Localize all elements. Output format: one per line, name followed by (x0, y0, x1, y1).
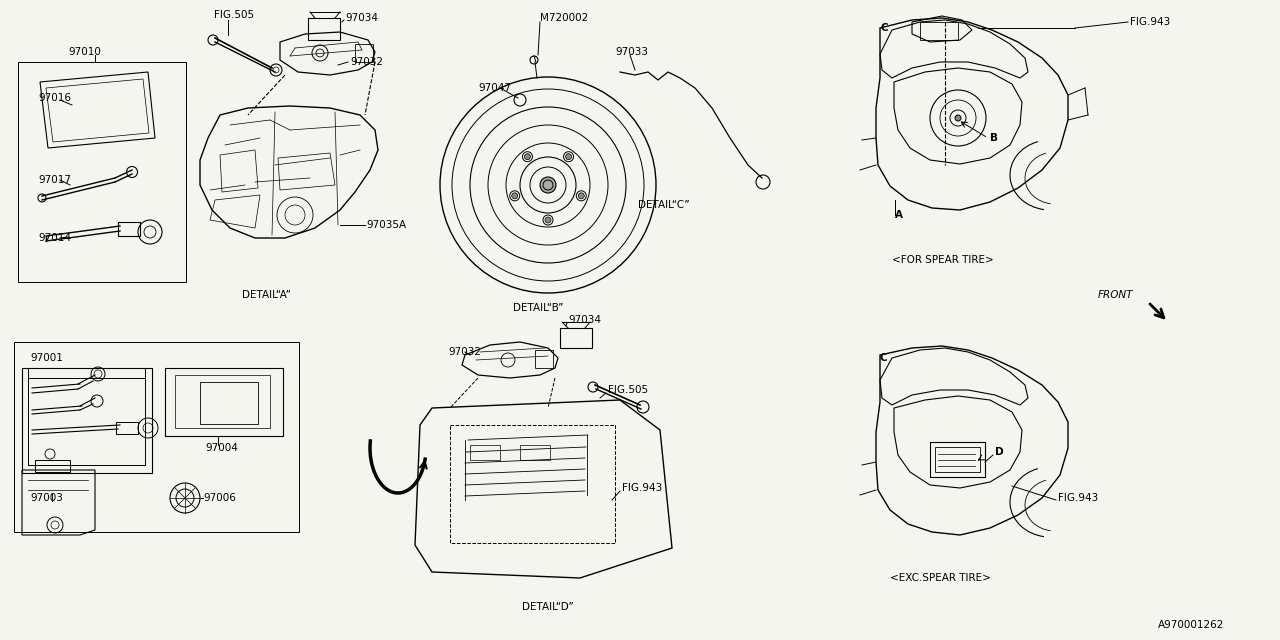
Bar (165, 368, 283, 436)
Text: C: C (879, 353, 887, 363)
Bar (14, 342, 300, 532)
Bar (451, 425, 614, 543)
Text: DETAIL“B”: DETAIL“B” (513, 303, 563, 313)
Text: A: A (895, 210, 902, 220)
Text: DETAIL“D”: DETAIL“D” (522, 602, 573, 612)
Text: 97016: 97016 (38, 93, 70, 103)
Circle shape (545, 217, 550, 223)
Text: 97034: 97034 (346, 13, 378, 23)
Text: M720002: M720002 (540, 13, 589, 23)
Text: FIG.505: FIG.505 (214, 10, 255, 20)
Bar (200, 382, 259, 424)
Text: FIG.505: FIG.505 (608, 385, 648, 395)
Bar (35, 460, 70, 472)
Text: <FOR SPEAR TIRE>: <FOR SPEAR TIRE> (892, 255, 993, 265)
Text: DETAIL“A”: DETAIL“A” (242, 290, 291, 300)
Bar (920, 22, 957, 40)
Text: 97006: 97006 (204, 493, 236, 503)
Bar (520, 445, 550, 460)
Bar (18, 62, 186, 282)
Text: 97003: 97003 (29, 493, 63, 503)
Circle shape (540, 177, 556, 193)
Text: C: C (881, 23, 887, 33)
Bar (535, 350, 553, 368)
Bar (118, 222, 140, 236)
Text: B: B (989, 133, 998, 143)
Text: 97014: 97014 (38, 233, 70, 243)
Circle shape (512, 193, 517, 199)
Circle shape (955, 115, 961, 121)
Bar (931, 442, 986, 477)
Bar (116, 422, 138, 434)
Text: A970001262: A970001262 (1158, 620, 1225, 630)
Bar (934, 447, 980, 472)
Circle shape (579, 193, 584, 199)
Text: DETAIL“C”: DETAIL“C” (637, 200, 690, 210)
Text: 97004: 97004 (205, 443, 238, 453)
Bar (561, 328, 593, 348)
Text: FIG.943: FIG.943 (622, 483, 662, 493)
Bar (22, 368, 152, 473)
Bar (308, 18, 340, 40)
Text: 97035A: 97035A (366, 220, 406, 230)
Text: <EXC.SPEAR TIRE>: <EXC.SPEAR TIRE> (890, 573, 991, 583)
Text: 97010: 97010 (68, 47, 101, 57)
Text: 97034: 97034 (568, 315, 602, 325)
Text: 97047: 97047 (477, 83, 511, 93)
Text: FIG.943: FIG.943 (1059, 493, 1098, 503)
Text: 97017: 97017 (38, 175, 70, 185)
Text: FRONT: FRONT (1098, 290, 1134, 300)
Text: 97032: 97032 (448, 347, 481, 357)
Bar (355, 44, 372, 62)
Circle shape (525, 154, 530, 160)
Circle shape (566, 154, 572, 160)
Text: 97001: 97001 (29, 353, 63, 363)
Bar (470, 445, 500, 460)
Text: 97032: 97032 (349, 57, 383, 67)
Text: D: D (995, 447, 1004, 457)
Text: 97033: 97033 (614, 47, 648, 57)
Text: FIG.943: FIG.943 (1130, 17, 1170, 27)
